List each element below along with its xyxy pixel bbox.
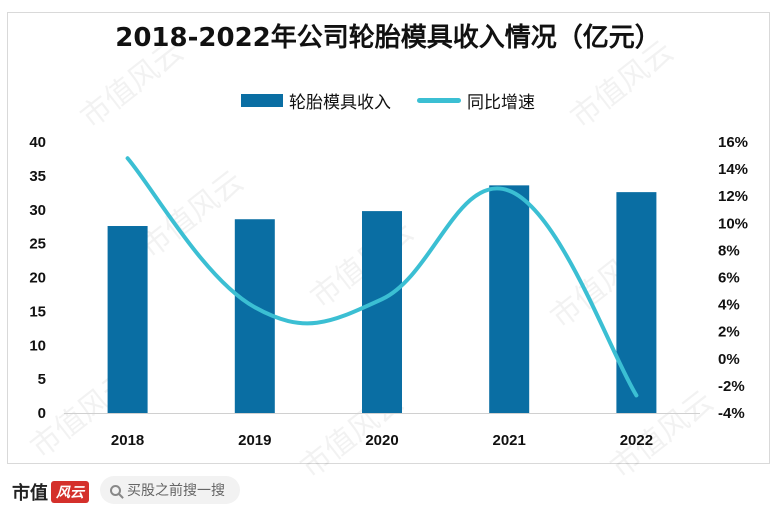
y-left-tick-label: 25: [29, 236, 46, 253]
y-right-tick-label: 12%: [718, 188, 748, 205]
x-tick-label: 2020: [365, 432, 398, 449]
y-left-tick-label: 15: [29, 303, 46, 320]
series-line-growth: [125, 156, 639, 398]
x-tick-label: 2018: [111, 432, 144, 449]
legend-label-bar: 轮胎模具收入: [289, 93, 391, 113]
chart-title: 2018-2022年公司轮胎模具收入情况（亿元）: [115, 23, 661, 53]
bar: [362, 211, 402, 413]
bar: [616, 192, 657, 413]
y-right-tick-label: -2%: [718, 378, 745, 395]
legend-item-line: 同比增速: [417, 88, 535, 113]
y-left-tick-label: 20: [29, 270, 46, 287]
y-left-tick-label: 30: [29, 202, 46, 219]
y-right-tick-label: 14%: [718, 161, 748, 178]
chart-legend: 轮胎模具收入 同比增速: [0, 88, 776, 113]
y-left-tick-label: 40: [29, 134, 46, 151]
y-left-tick-label: 35: [29, 168, 46, 185]
y-left-tick-label: 10: [29, 337, 46, 354]
x-tick-label: 2022: [620, 432, 653, 449]
y-right-tick-label: 16%: [718, 134, 748, 151]
legend-swatch-line: [417, 98, 461, 103]
bar: [489, 185, 530, 413]
y-right-tick-label: 0%: [718, 351, 740, 368]
bar: [107, 226, 148, 413]
y-right-tick-label: 4%: [718, 297, 740, 314]
legend-label-line: 同比增速: [467, 93, 535, 113]
brand-name: 市值: [12, 483, 48, 504]
search-placeholder: 买股之前搜一搜: [127, 483, 225, 499]
y-right-tick-label: -4%: [718, 405, 745, 422]
y-right-tick-label: 6%: [718, 270, 740, 287]
x-tick-label: 2021: [493, 432, 526, 449]
legend-item-bar: 轮胎模具收入: [241, 88, 391, 113]
y-right-tick-label: 2%: [718, 324, 740, 341]
y-right-tick-label: 10%: [718, 215, 748, 232]
y-left-tick-label: 0: [38, 405, 46, 422]
legend-swatch-bar: [241, 94, 283, 107]
search-box[interactable]: 买股之前搜一搜: [100, 476, 240, 504]
search-icon: [110, 484, 121, 496]
x-tick-label: 2019: [238, 432, 271, 449]
brand-logo: 市值 风云: [12, 479, 89, 505]
footer: 市值 风云 买股之前搜一搜: [0, 470, 776, 514]
y-left-tick-label: 5: [38, 371, 46, 388]
brand-badge: 风云: [51, 481, 89, 503]
y-right-tick-label: 8%: [718, 242, 740, 259]
